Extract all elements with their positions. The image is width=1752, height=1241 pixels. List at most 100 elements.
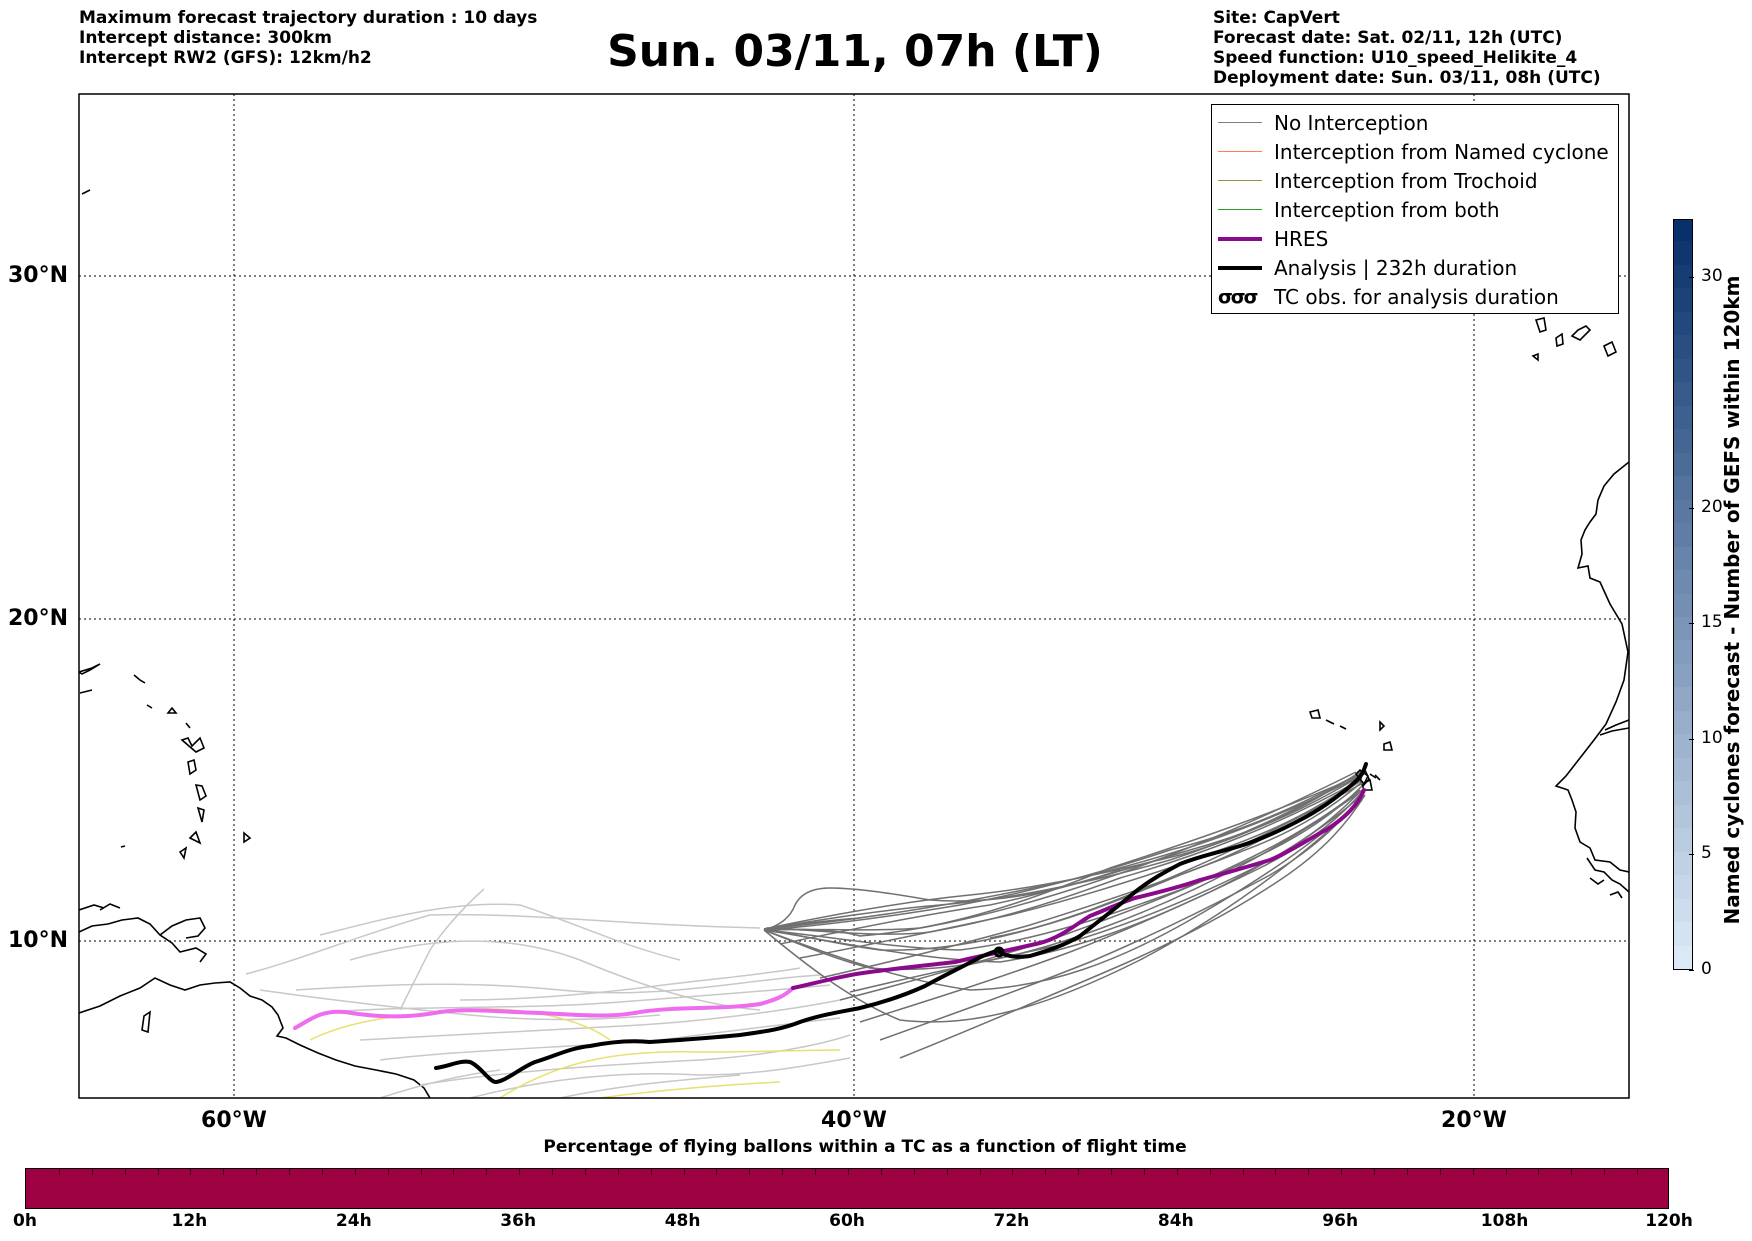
- colorbar-bottom-minor-tick: [1209, 1169, 1211, 1175]
- colorbar-bottom-minor-tick: [124, 1169, 126, 1175]
- colorbar-segment: [1674, 427, 1692, 453]
- legend-label: Interception from Named cyclone: [1274, 140, 1609, 164]
- cyclone-count-colorbar: [1673, 219, 1693, 970]
- colorbar-segment: [1674, 615, 1692, 641]
- speed-function-text: Speed function: U10_speed_Helikite_4: [1213, 48, 1578, 68]
- colorbar-right-label: Named cyclones forecast - Number of GEFS…: [1720, 275, 1744, 925]
- cyclone-icon: σσσ: [1218, 286, 1258, 308]
- legend-item: σσσ TC obs. for analysis duration: [1212, 283, 1618, 312]
- forecast-date-text: Forecast date: Sat. 02/11, 12h (UTC): [1213, 28, 1563, 48]
- flight-time-colorbar: [25, 1168, 1669, 1209]
- colorbar-segment: [1674, 944, 1692, 969]
- colorbar-segment: [1674, 873, 1692, 899]
- colorbar-bottom-minor-tick: [1111, 1169, 1113, 1175]
- legend-label: TC obs. for analysis duration: [1274, 285, 1559, 309]
- colorbar-segment: [1674, 380, 1692, 406]
- colorbar-bottom-minor-tick: [1078, 1169, 1080, 1175]
- colorbar-segment: [1674, 286, 1692, 312]
- colorbar-segment: [1674, 662, 1692, 688]
- colorbar-bottom-minor-tick: [58, 1169, 60, 1175]
- colorbar-bottom-minor-tick: [815, 1169, 817, 1175]
- colorbar-bottom-minor-tick: [650, 1169, 652, 1175]
- colorbar-bottom-tick: 84h: [1157, 1211, 1194, 1231]
- colorbar-bottom-minor-tick: [1143, 1169, 1145, 1175]
- colorbar-bottom-minor-tick: [256, 1169, 258, 1175]
- colorbar-bottom-minor-tick: [157, 1169, 159, 1175]
- colorbar-bottom-tick: 108h: [1480, 1211, 1529, 1231]
- hres-trajectory: [293, 788, 1366, 1030]
- colorbar-segment: [1674, 756, 1692, 782]
- colorbar-bottom-minor-tick: [321, 1169, 323, 1175]
- legend-item: Interception from Named cyclone: [1212, 138, 1618, 167]
- colorbar-segment: [1674, 592, 1692, 617]
- colorbar-segment: [1674, 545, 1692, 571]
- colorbar-segment: [1674, 732, 1692, 758]
- colorbar-bottom-minor-tick: [486, 1169, 488, 1175]
- colorbar-segment: [1674, 451, 1692, 477]
- legend-label: Interception from Trochoid: [1274, 169, 1538, 193]
- colorbar-segment: [1674, 333, 1692, 359]
- colorbar-bottom-minor-tick: [1439, 1169, 1441, 1175]
- colorbar-right-tick: 20: [1701, 496, 1723, 517]
- colorbar-bottom-minor-tick: [1538, 1169, 1540, 1175]
- forecast-parameters: Maximum forecast trajectory duration : 1…: [79, 8, 537, 68]
- legend-label: Analysis | 232h duration: [1274, 256, 1518, 280]
- legend-item: Analysis | 232h duration: [1212, 254, 1618, 283]
- colorbar-bottom-tick: 24h: [335, 1211, 372, 1231]
- deployment-date-text: Deployment date: Sun. 03/11, 08h (UTC): [1213, 68, 1601, 88]
- lat-label-30n: 30°N: [8, 263, 69, 288]
- colorbar-bottom-tick: 120h: [1645, 1211, 1693, 1231]
- colorbar-bottom-minor-tick: [1176, 1169, 1178, 1175]
- colorbar-right-tickmark: [1689, 507, 1694, 509]
- colorbar-bottom-tick: 12h: [171, 1211, 208, 1231]
- colorbar-right-tickmark: [1689, 738, 1694, 740]
- colorbar-bottom-minor-tick: [1308, 1169, 1310, 1175]
- colorbar-bottom-minor-tick: [354, 1169, 356, 1175]
- colorbar-right-tickmark: [1689, 276, 1694, 278]
- colorbar-bottom-minor-tick: [584, 1169, 586, 1175]
- site-text: Site: CapVert: [1213, 8, 1340, 28]
- colorbar-bottom-minor-tick: [683, 1169, 685, 1175]
- colorbar-segment: [1674, 310, 1692, 336]
- colorbar-right-tick: 30: [1701, 265, 1723, 286]
- coastlines: [79, 189, 1629, 1098]
- colorbar-segment: [1674, 404, 1692, 430]
- colorbar-bottom-minor-tick: [1275, 1169, 1277, 1175]
- colorbar-bottom-minor-tick: [1374, 1169, 1376, 1175]
- colorbar-segment: [1674, 239, 1692, 265]
- lon-label-20w: 20°W: [1441, 1108, 1507, 1133]
- colorbar-bottom-minor-tick: [617, 1169, 619, 1175]
- analysis-trajectory: [434, 762, 1368, 1085]
- legend-line-swatch: [1218, 151, 1262, 153]
- colorbar-segment: [1674, 709, 1692, 735]
- map-title: Sun. 03/11, 07h (LT): [607, 26, 1103, 77]
- colorbar-bottom-minor-tick: [387, 1169, 389, 1175]
- colorbar-bottom-minor-tick: [749, 1169, 751, 1175]
- legend-label: HRES: [1274, 227, 1329, 251]
- colorbar-segment: [1674, 920, 1692, 946]
- colorbar-bottom-minor-tick: [519, 1169, 521, 1175]
- colorbar-segment: [1674, 498, 1692, 524]
- colorbar-bottom-minor-tick: [1571, 1169, 1573, 1175]
- lat-label-20n: 20°N: [8, 606, 69, 631]
- colorbar-right-tickmark: [1689, 970, 1694, 971]
- colorbar-segment: [1674, 220, 1692, 242]
- colorbar-bottom-minor-tick: [979, 1169, 981, 1175]
- colorbar-right-tickmark: [1689, 623, 1694, 625]
- colorbar-segment: [1674, 474, 1692, 500]
- colorbar-bottom-tick: 96h: [1322, 1211, 1359, 1231]
- colorbar-bottom-minor-tick: [223, 1169, 225, 1175]
- map-frame: [78, 93, 1630, 1099]
- colorbar-right-tick: 10: [1701, 727, 1723, 748]
- lon-label-40w: 40°W: [821, 1108, 887, 1133]
- colorbar-bottom-minor-tick: [848, 1169, 849, 1175]
- colorbar-bottom-minor-tick: [1505, 1169, 1507, 1175]
- colorbar-bottom-minor-tick: [1341, 1169, 1343, 1175]
- colorbar-bottom-minor-tick: [913, 1169, 915, 1175]
- colorbar-bottom-tick: 0h: [13, 1211, 37, 1231]
- legend-item: Interception from Trochoid: [1212, 167, 1618, 196]
- colorbar-bottom-minor-tick: [716, 1169, 718, 1175]
- legend-item: HRES: [1212, 225, 1618, 254]
- site-info: Site: CapVert Forecast date: Sat. 02/11,…: [1213, 8, 1601, 88]
